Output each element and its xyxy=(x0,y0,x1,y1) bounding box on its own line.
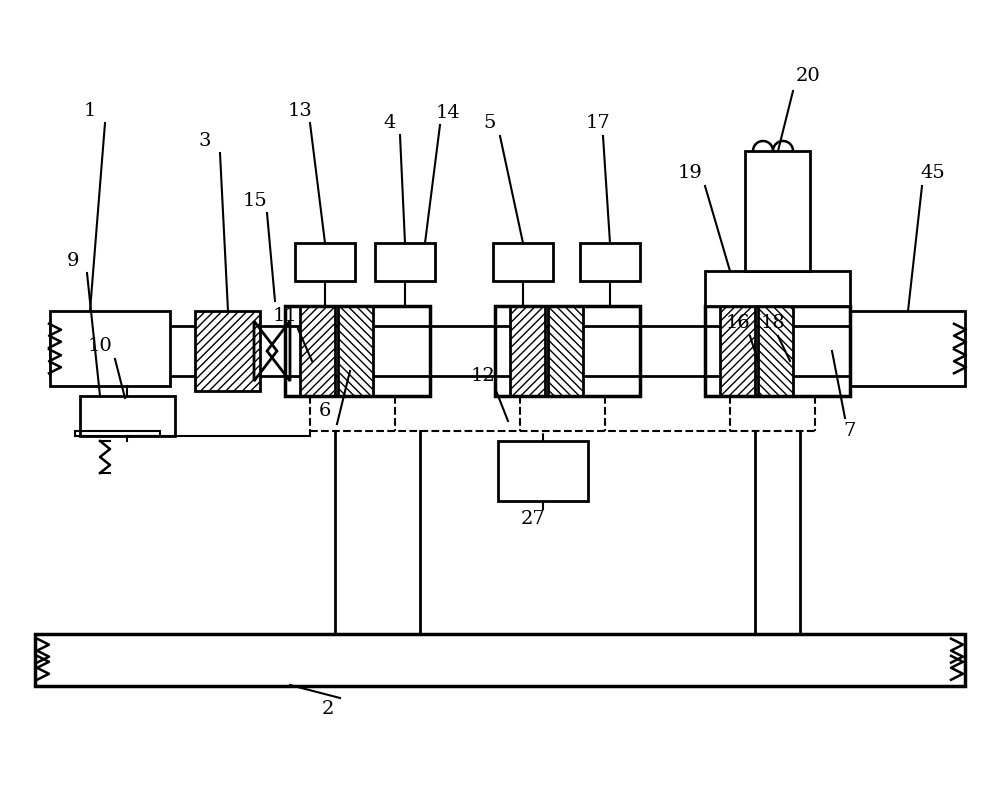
Text: 10: 10 xyxy=(88,337,112,355)
Bar xyxy=(705,306,850,396)
Text: 18: 18 xyxy=(761,314,785,332)
Bar xyxy=(285,306,430,396)
Text: 45: 45 xyxy=(921,164,945,182)
Text: 9: 9 xyxy=(67,252,79,270)
Bar xyxy=(498,441,588,501)
Text: 16: 16 xyxy=(726,314,750,332)
Bar xyxy=(375,243,435,281)
Bar xyxy=(705,271,850,306)
Text: 12: 12 xyxy=(471,367,495,385)
Bar xyxy=(35,634,965,686)
Text: 4: 4 xyxy=(384,114,396,132)
Text: 1: 1 xyxy=(84,102,96,120)
Bar xyxy=(580,243,640,281)
Text: 6: 6 xyxy=(319,402,331,420)
Bar xyxy=(495,306,640,396)
Bar xyxy=(758,306,793,396)
Bar xyxy=(295,243,355,281)
Bar xyxy=(850,311,965,386)
Text: 11: 11 xyxy=(273,307,297,325)
Text: 15: 15 xyxy=(243,192,267,210)
Bar xyxy=(493,243,553,281)
Bar xyxy=(338,306,373,396)
Text: 5: 5 xyxy=(484,114,496,132)
Text: 3: 3 xyxy=(199,132,211,150)
Bar xyxy=(80,396,175,436)
Text: 17: 17 xyxy=(586,114,610,132)
Bar xyxy=(300,306,335,396)
Text: 19: 19 xyxy=(678,164,702,182)
Text: 7: 7 xyxy=(844,422,856,440)
Bar xyxy=(195,311,260,391)
Text: 20: 20 xyxy=(796,67,820,85)
Bar xyxy=(50,311,170,386)
Bar xyxy=(75,431,160,436)
Bar xyxy=(720,306,755,396)
Text: 13: 13 xyxy=(288,102,312,120)
Bar xyxy=(548,306,583,396)
Bar xyxy=(510,306,545,396)
Text: 27: 27 xyxy=(521,510,545,528)
Bar xyxy=(745,151,810,271)
Bar xyxy=(50,326,960,376)
Text: 14: 14 xyxy=(436,104,460,122)
Text: 2: 2 xyxy=(322,700,334,718)
